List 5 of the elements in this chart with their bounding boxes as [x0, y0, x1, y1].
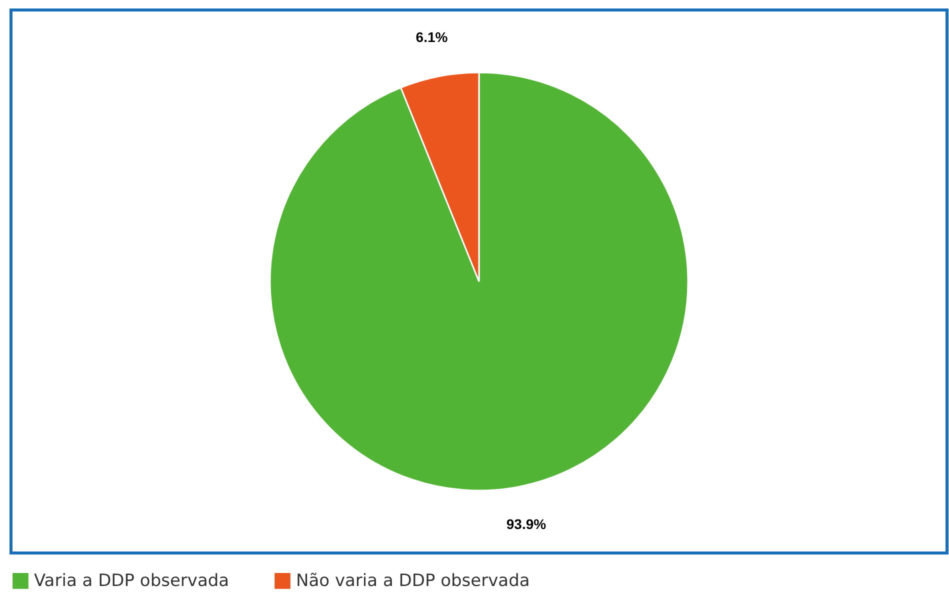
data-label: 6.1% — [416, 29, 448, 46]
legend-label: Varia a DDP observada — [34, 570, 230, 591]
legend-label: Não varia a DDP observada — [296, 570, 530, 591]
pie-slice — [269, 72, 689, 491]
data-label: 93.9% — [506, 516, 547, 532]
